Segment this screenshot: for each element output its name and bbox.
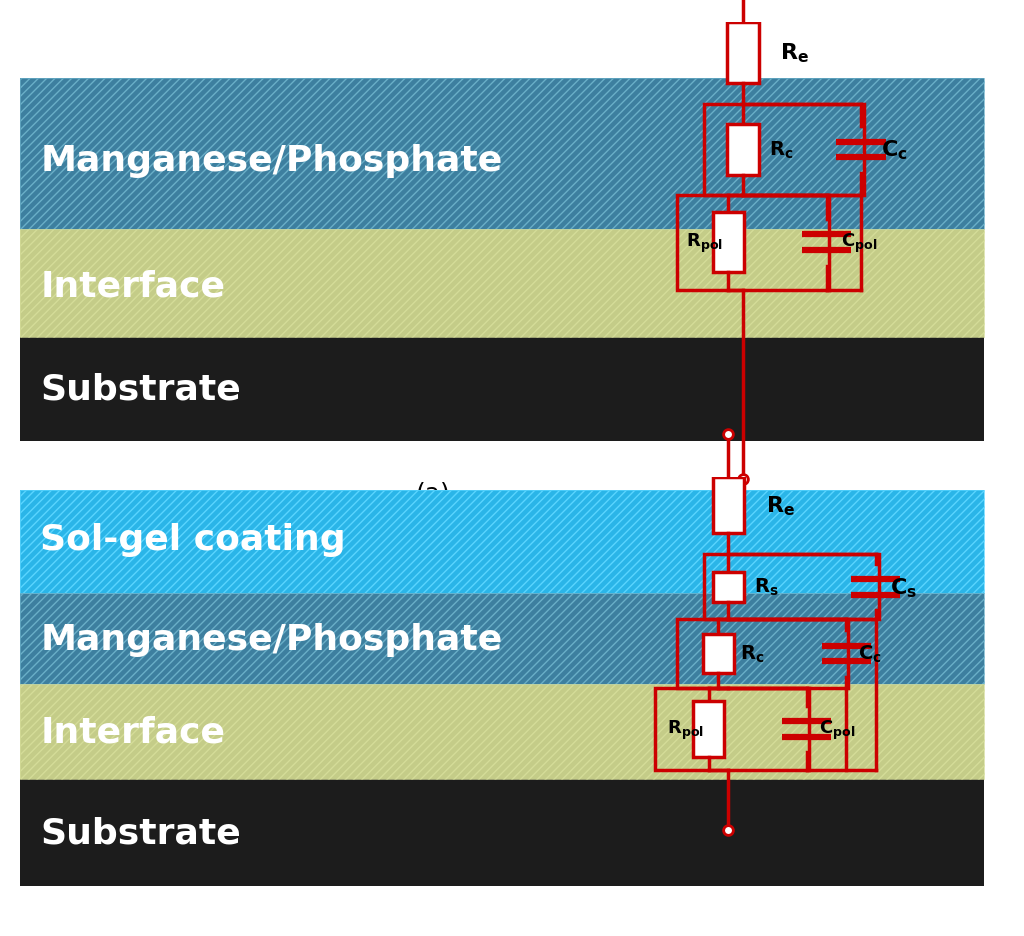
Bar <box>702 635 734 673</box>
Text: $\mathbf{C_c}$: $\mathbf{C_c}$ <box>858 643 882 665</box>
Bar <box>20 230 984 338</box>
Bar <box>727 124 759 176</box>
Bar <box>20 230 984 338</box>
Bar <box>20 593 984 684</box>
Bar <box>654 688 809 770</box>
Bar <box>20 779 984 886</box>
Bar <box>713 572 744 602</box>
Bar <box>703 105 864 196</box>
Text: $\mathbf{R_s}$: $\mathbf{R_s}$ <box>754 577 778 598</box>
Text: $\mathbf{R_e}$: $\mathbf{R_e}$ <box>780 42 809 66</box>
Bar <box>727 23 759 83</box>
Bar <box>20 490 984 593</box>
Text: (a): (a) <box>416 481 451 505</box>
Text: $\mathbf{R_{pol}}$: $\mathbf{R_{pol}}$ <box>667 718 703 740</box>
Bar <box>677 196 828 290</box>
Text: Substrate: Substrate <box>40 373 241 406</box>
Text: $\mathbf{C_{pol}}$: $\mathbf{C_{pol}}$ <box>819 718 855 740</box>
Text: $\mathbf{R_e}$: $\mathbf{R_e}$ <box>766 493 795 517</box>
Bar <box>713 477 744 534</box>
Bar <box>713 212 744 273</box>
Text: Manganese/Phosphate: Manganese/Phosphate <box>40 622 503 656</box>
Text: (b): (b) <box>416 935 451 936</box>
Bar <box>20 684 984 779</box>
Text: $\mathbf{C_{pol}}$: $\mathbf{C_{pol}}$ <box>842 231 878 255</box>
Bar <box>20 684 984 779</box>
Bar <box>677 620 848 688</box>
Text: $\mathbf{R_c}$: $\mathbf{R_c}$ <box>769 139 793 161</box>
Bar <box>703 555 879 620</box>
Text: Manganese/Phosphate: Manganese/Phosphate <box>40 144 503 178</box>
Bar <box>693 701 724 757</box>
Bar <box>20 490 984 593</box>
Text: $\mathbf{R_{pol}}$: $\mathbf{R_{pol}}$ <box>686 231 723 255</box>
Text: Sol-gel coating: Sol-gel coating <box>40 523 346 557</box>
Bar <box>20 80 984 230</box>
Bar <box>20 338 984 441</box>
Text: Substrate: Substrate <box>40 815 241 850</box>
Text: Interface: Interface <box>40 714 225 749</box>
Bar <box>20 593 984 684</box>
Text: $\mathbf{C_c}$: $\mathbf{C_c}$ <box>881 139 907 162</box>
Text: $\mathbf{C_s}$: $\mathbf{C_s}$ <box>891 576 918 599</box>
Bar <box>20 80 984 230</box>
Text: Interface: Interface <box>40 269 225 303</box>
Text: $\mathbf{R_c}$: $\mathbf{R_c}$ <box>740 643 765 665</box>
